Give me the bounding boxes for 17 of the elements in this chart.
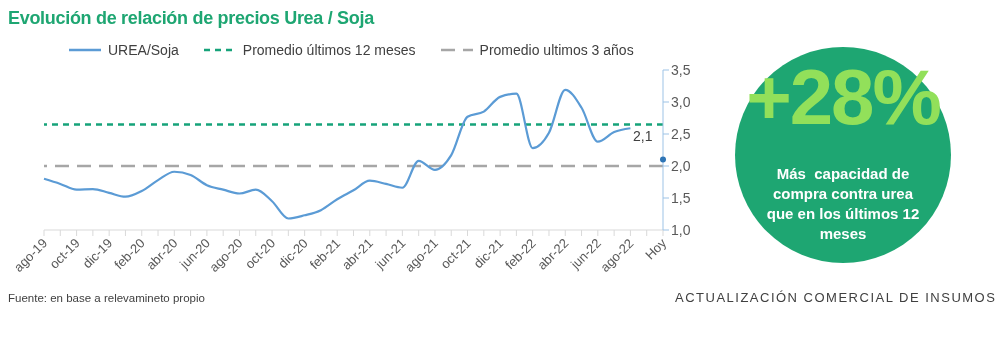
y-tick-label: 1,5 [671, 189, 691, 206]
text: Más capacidad de compra contra urea que en los últimos 12 meses [765, 164, 921, 244]
text: +28% [745, 52, 941, 143]
y-tick-label: 3,0 [671, 93, 691, 110]
y-tick-label: 2,0 [671, 157, 691, 174]
source-note: Fuente: en base a relevamineto propio [8, 292, 205, 304]
legend-label: Promedio ultimos 3 años [479, 42, 634, 58]
y-tick-label: 3,5 [671, 61, 691, 78]
x-tick-label: Hoy [642, 235, 670, 263]
chart-title: Evolución de relación de precios Urea / Soja [8, 8, 374, 29]
y-tick-label: 2,5 [671, 125, 691, 142]
legend-label: Promedio últimos 12 meses [242, 42, 416, 58]
data-label: 2,1 [633, 128, 653, 145]
legend-label: UREA/Soja [108, 42, 179, 58]
line-series [42, 88, 632, 220]
text: ACTUALIZACIÓN COMERCIAL DE INSUMOS [675, 290, 997, 305]
y-tick-label: 1,0 [671, 221, 691, 238]
